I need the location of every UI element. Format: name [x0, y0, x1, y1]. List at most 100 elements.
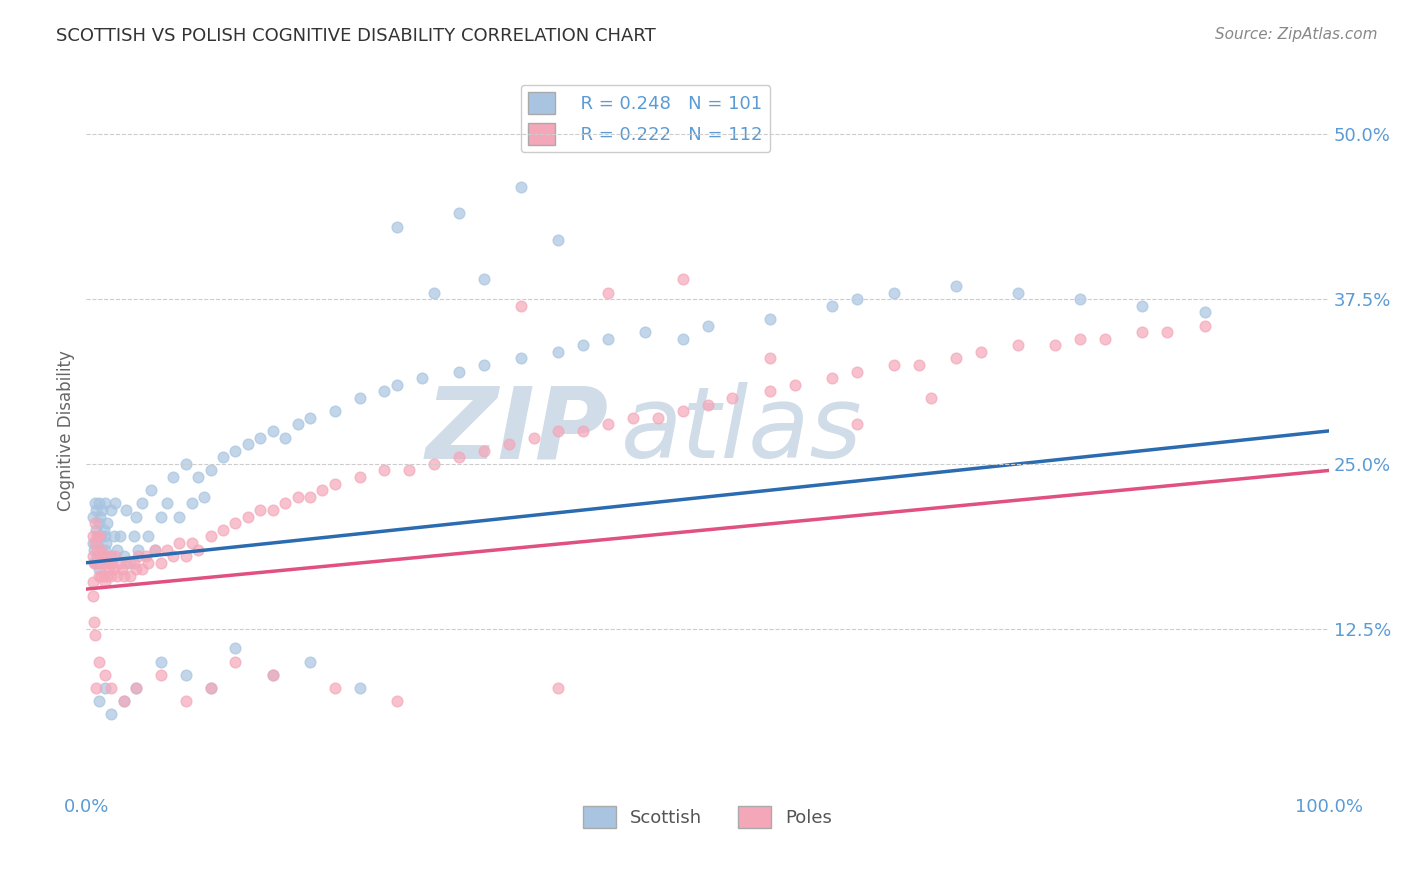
- Point: [547, 424, 569, 438]
- Point: [87, 569, 110, 583]
- Point: [101, 556, 124, 570]
- Point: [224, 443, 246, 458]
- Point: [82, 575, 104, 590]
- Point: [1194, 305, 1216, 319]
- Point: [96, 536, 118, 550]
- Point: [122, 529, 145, 543]
- Point: [93, 569, 115, 583]
- Point: [100, 549, 122, 563]
- Point: [598, 332, 620, 346]
- Point: [180, 496, 202, 510]
- Point: [84, 536, 107, 550]
- Point: [118, 569, 141, 583]
- Point: [696, 318, 718, 333]
- Point: [112, 569, 135, 583]
- Point: [262, 503, 284, 517]
- Point: [93, 556, 115, 570]
- Point: [82, 589, 104, 603]
- Text: ZIP: ZIP: [425, 383, 609, 479]
- Point: [127, 542, 149, 557]
- Point: [103, 529, 125, 543]
- Point: [83, 542, 105, 557]
- Point: [90, 529, 112, 543]
- Point: [447, 206, 470, 220]
- Point: [86, 536, 108, 550]
- Point: [224, 655, 246, 669]
- Point: [200, 529, 222, 543]
- Point: [323, 681, 346, 695]
- Point: [90, 542, 112, 557]
- Point: [180, 536, 202, 550]
- Point: [598, 285, 620, 300]
- Point: [94, 681, 117, 695]
- Point: [108, 556, 131, 570]
- Point: [94, 496, 117, 510]
- Point: [945, 279, 967, 293]
- Point: [89, 556, 111, 570]
- Point: [472, 443, 495, 458]
- Point: [845, 292, 868, 306]
- Point: [323, 404, 346, 418]
- Point: [349, 681, 371, 695]
- Point: [83, 556, 105, 570]
- Point: [138, 556, 160, 570]
- Point: [105, 569, 128, 583]
- Point: [156, 542, 179, 557]
- Point: [1007, 338, 1029, 352]
- Point: [385, 694, 408, 708]
- Point: [385, 219, 408, 234]
- Point: [200, 681, 222, 695]
- Point: [149, 655, 172, 669]
- Point: [96, 569, 118, 583]
- Point: [84, 523, 107, 537]
- Point: [262, 424, 284, 438]
- Point: [93, 523, 115, 537]
- Point: [945, 351, 967, 366]
- Point: [84, 681, 107, 695]
- Point: [103, 562, 125, 576]
- Point: [224, 516, 246, 531]
- Point: [883, 358, 905, 372]
- Point: [821, 371, 844, 385]
- Point: [112, 694, 135, 708]
- Point: [87, 694, 110, 708]
- Point: [262, 667, 284, 681]
- Point: [94, 542, 117, 557]
- Point: [125, 509, 148, 524]
- Point: [169, 509, 191, 524]
- Point: [112, 549, 135, 563]
- Point: [262, 667, 284, 681]
- Point: [84, 628, 107, 642]
- Point: [200, 463, 222, 477]
- Point: [87, 496, 110, 510]
- Point: [162, 470, 184, 484]
- Point: [447, 365, 470, 379]
- Point: [447, 450, 470, 465]
- Point: [112, 694, 135, 708]
- Point: [672, 272, 695, 286]
- Point: [91, 549, 114, 563]
- Point: [169, 536, 191, 550]
- Point: [87, 516, 110, 531]
- Point: [104, 496, 127, 510]
- Point: [398, 463, 420, 477]
- Point: [1194, 318, 1216, 333]
- Point: [298, 490, 321, 504]
- Point: [108, 529, 131, 543]
- Point: [621, 410, 644, 425]
- Y-axis label: Cognitive Disability: Cognitive Disability: [58, 351, 75, 511]
- Point: [86, 542, 108, 557]
- Point: [634, 325, 657, 339]
- Point: [91, 503, 114, 517]
- Point: [115, 503, 138, 517]
- Point: [125, 562, 148, 576]
- Point: [84, 556, 107, 570]
- Point: [821, 299, 844, 313]
- Point: [287, 417, 309, 432]
- Point: [139, 483, 162, 498]
- Point: [118, 556, 141, 570]
- Point: [323, 476, 346, 491]
- Point: [1132, 325, 1154, 339]
- Point: [598, 417, 620, 432]
- Point: [472, 272, 495, 286]
